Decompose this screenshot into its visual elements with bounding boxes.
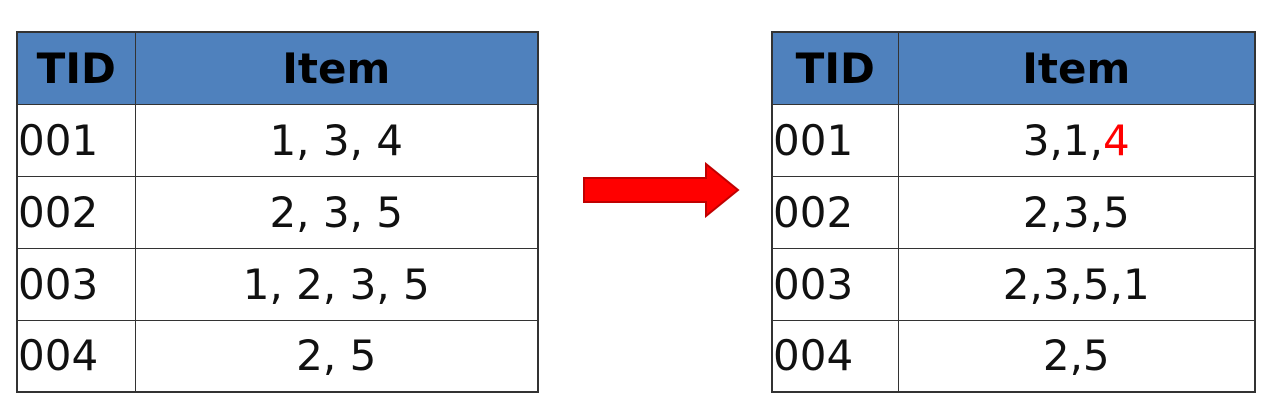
tid-header: TID <box>771 31 899 105</box>
items-cell: 1, 2, 3, 5 <box>134 247 539 321</box>
items-cell: 2,5 <box>897 319 1256 393</box>
item-header: Item <box>134 31 539 105</box>
table-row: 002 2, 3, 5 <box>16 175 539 249</box>
tid-cell: 003 <box>771 247 899 321</box>
table-row: 002 2,3,5 <box>771 175 1256 249</box>
items-prefix: 3,1, <box>1022 115 1103 165</box>
items-cell: 2, 5 <box>134 319 539 393</box>
sorted-transaction-table: TID Item 001 3,1,4 002 2,3,5 003 2,3,5,1… <box>771 31 1256 393</box>
tid-cell: 004 <box>16 319 136 393</box>
tid-header: TID <box>16 31 136 105</box>
table-header-row: TID Item <box>16 31 539 105</box>
tid-cell: 002 <box>16 175 136 249</box>
table-row: 001 1, 3, 4 <box>16 103 539 177</box>
tid-cell: 001 <box>771 103 899 177</box>
tid-cell: 002 <box>771 175 899 249</box>
table-row: 001 3,1,4 <box>771 103 1256 177</box>
tid-cell: 004 <box>771 319 899 393</box>
tid-cell: 001 <box>16 103 136 177</box>
table-row: 004 2,5 <box>771 319 1256 393</box>
table-row: 003 2,3,5,1 <box>771 247 1256 321</box>
table-row: 003 1, 2, 3, 5 <box>16 247 539 321</box>
right-arrow-icon <box>583 162 740 218</box>
items-cell: 3,1,4 <box>897 103 1256 177</box>
original-transaction-table: TID Item 001 1, 3, 4 002 2, 3, 5 003 1, … <box>16 31 539 393</box>
items-cell: 2,3,5 <box>897 175 1256 249</box>
items-cell: 2, 3, 5 <box>134 175 539 249</box>
table-row: 004 2, 5 <box>16 319 539 393</box>
item-header: Item <box>897 31 1256 105</box>
arrow-shape <box>583 162 740 218</box>
tid-cell: 003 <box>16 247 136 321</box>
items-cell: 2,3,5,1 <box>897 247 1256 321</box>
table-header-row: TID Item <box>771 31 1256 105</box>
items-cell: 1, 3, 4 <box>134 103 539 177</box>
highlighted-item: 4 <box>1102 115 1130 165</box>
